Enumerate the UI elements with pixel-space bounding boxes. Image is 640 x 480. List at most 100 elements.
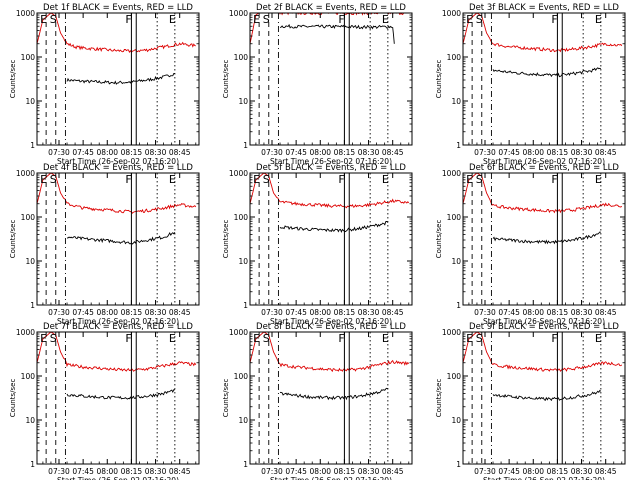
y-axis-label: Counts/sec xyxy=(435,379,443,418)
y-tick-label: 1000 xyxy=(442,9,461,18)
time-marker-label: E xyxy=(595,173,602,186)
plot-frame xyxy=(36,172,200,306)
y-tick-label: 100 xyxy=(21,53,36,62)
x-axis-label: Start Time (26-Sep-02 07:16:20) xyxy=(270,317,392,326)
x-tick-label: 08:15 xyxy=(547,467,569,476)
lld-series-line xyxy=(37,13,196,54)
x-axis-label: Start Time (26-Sep-02 07:16:20) xyxy=(57,317,179,326)
y-tick-label: 100 xyxy=(234,213,249,222)
time-marker-label: S xyxy=(476,332,483,345)
y-tick-label: 10 xyxy=(451,416,461,425)
x-tick-label: 07:45 xyxy=(498,467,520,476)
panel-title: Det 3f BLACK = Events, RED = LLD xyxy=(469,3,619,13)
x-tick-label: 07:30 xyxy=(474,467,496,476)
x-tick-label: 07:45 xyxy=(285,308,307,317)
y-tick-label: 10 xyxy=(25,97,35,106)
time-marker-label: S xyxy=(263,13,270,26)
y-tick-label: 1 xyxy=(30,141,35,150)
x-tick-label: 07:45 xyxy=(72,308,94,317)
x-tick-label: 07:30 xyxy=(48,308,70,317)
x-tick-label: 08:45 xyxy=(382,308,404,317)
time-marker-label: E xyxy=(169,13,176,26)
plot-frame xyxy=(249,12,413,146)
time-marker-label: E xyxy=(466,13,473,26)
y-axis-label: Counts/sec xyxy=(222,379,230,418)
y-tick-label: 1 xyxy=(30,301,35,310)
x-tick-label: 08:30 xyxy=(145,148,167,157)
y-tick-label: 1 xyxy=(243,460,248,469)
y-tick-label: 10 xyxy=(451,257,461,266)
y-tick-label: 100 xyxy=(447,53,462,62)
x-tick-label: 07:30 xyxy=(48,148,70,157)
x-tick-label: 08:30 xyxy=(571,467,593,476)
time-marker-label: S xyxy=(476,173,483,186)
y-tick-label: 1 xyxy=(243,141,248,150)
x-tick-label: 07:30 xyxy=(474,308,496,317)
lld-series-line xyxy=(250,332,410,373)
panel-title: Det 7f BLACK = Events, RED = LLD xyxy=(43,322,193,332)
y-axis-label: Counts/sec xyxy=(435,220,443,259)
panel-title: Det 2f BLACK = Events, RED = LLD xyxy=(256,3,406,13)
lld-series-line xyxy=(250,173,410,209)
x-tick-label: 08:30 xyxy=(358,308,380,317)
time-marker-label: F xyxy=(125,13,131,26)
x-tick-label: 08:30 xyxy=(571,148,593,157)
time-marker-label: E xyxy=(40,332,47,345)
time-marker-label: E xyxy=(253,332,260,345)
x-tick-label: 07:30 xyxy=(261,148,283,157)
y-tick-label: 10 xyxy=(25,416,35,425)
y-tick-label: 10 xyxy=(451,97,461,106)
time-marker-label: E xyxy=(40,173,47,186)
panel-title: Det 6f BLACK = Events, RED = LLD xyxy=(469,163,619,173)
x-axis-label: Start Time (26-Sep-02 07:16:20) xyxy=(270,157,392,166)
y-tick-label: 1000 xyxy=(16,328,35,337)
x-tick-label: 08:15 xyxy=(334,148,356,157)
y-tick-label: 1 xyxy=(456,460,461,469)
lld-series-line xyxy=(463,332,623,373)
x-tick-label: 08:00 xyxy=(309,308,331,317)
y-tick-label: 100 xyxy=(234,53,249,62)
x-tick-label: 08:15 xyxy=(334,308,356,317)
x-tick-label: 08:45 xyxy=(595,148,617,157)
plot-frame xyxy=(462,12,626,146)
x-tick-label: 08:45 xyxy=(382,148,404,157)
x-tick-label: 08:45 xyxy=(595,467,617,476)
plot-frame xyxy=(249,331,413,465)
time-marker-label: F xyxy=(338,332,344,345)
y-tick-label: 1 xyxy=(456,301,461,310)
time-marker-label: S xyxy=(50,173,57,186)
x-tick-label: 07:45 xyxy=(498,308,520,317)
panel-title: Det 9f BLACK = Events, RED = LLD xyxy=(469,322,619,332)
x-tick-label: 08:30 xyxy=(358,467,380,476)
panel-title: Det 5f BLACK = Events, RED = LLD xyxy=(256,163,406,173)
lld-series-line xyxy=(463,173,623,214)
time-marker-label: F xyxy=(338,13,344,26)
x-tick-label: 07:30 xyxy=(261,467,283,476)
x-tick-label: 08:00 xyxy=(309,467,331,476)
time-marker-label: S xyxy=(476,13,483,26)
y-axis-label: Counts/sec xyxy=(435,60,443,99)
time-marker-label: E xyxy=(595,332,602,345)
x-axis-label: Start Time (26-Sep-02 07:16:20) xyxy=(270,476,392,480)
y-tick-label: 1000 xyxy=(442,169,461,178)
x-axis-label: Start Time (26-Sep-02 07:16:20) xyxy=(483,317,605,326)
y-tick-label: 1000 xyxy=(442,328,461,337)
events-series-line xyxy=(492,231,602,245)
y-tick-label: 10 xyxy=(238,416,248,425)
y-axis-label: Counts/sec xyxy=(9,220,17,259)
events-series-line xyxy=(492,389,602,402)
time-marker-label: F xyxy=(551,332,557,345)
x-tick-label: 07:30 xyxy=(474,148,496,157)
x-axis-label: Start Time (26-Sep-02 07:16:20) xyxy=(57,157,179,166)
lld-series-line xyxy=(463,13,623,53)
x-tick-label: 08:15 xyxy=(121,308,143,317)
x-tick-label: 08:00 xyxy=(522,467,544,476)
y-tick-label: 10 xyxy=(25,257,35,266)
x-axis-label: Start Time (26-Sep-02 07:16:20) xyxy=(57,476,179,480)
